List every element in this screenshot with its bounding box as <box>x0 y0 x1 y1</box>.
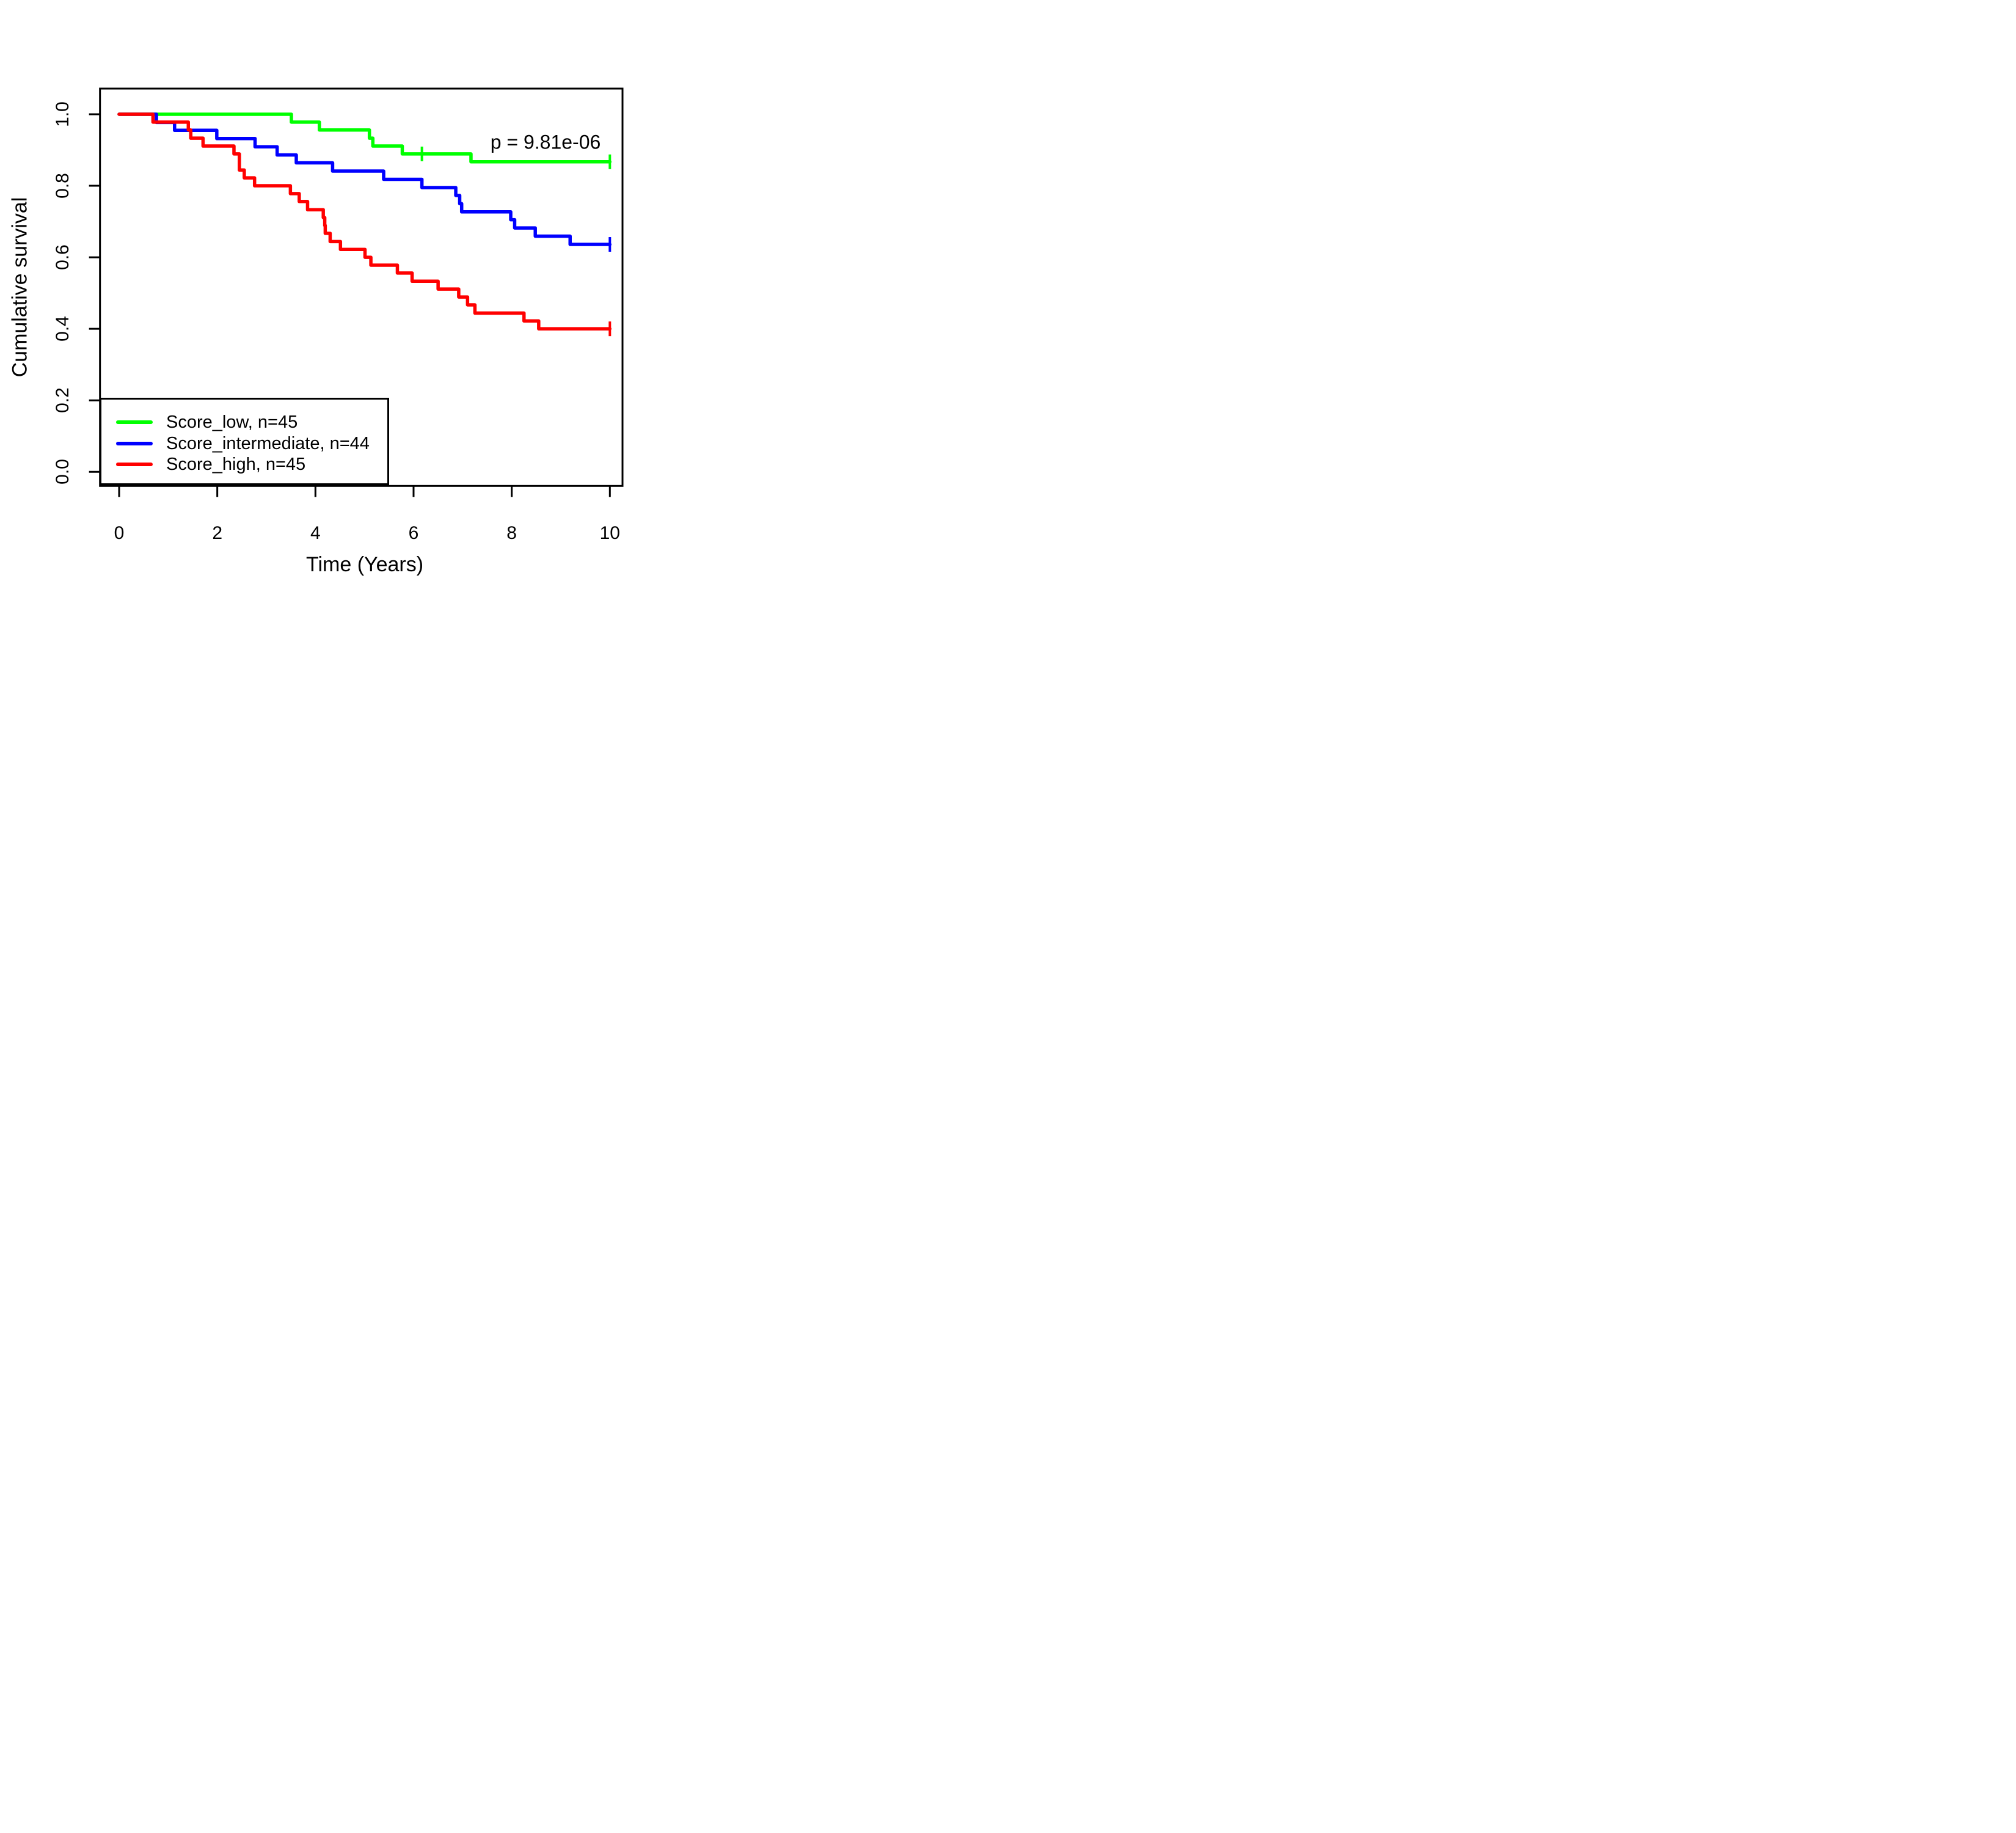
legend-item-score-low: Score_low, n=45 <box>101 411 387 433</box>
legend-box: Score_low, n=45 Score_intermediate, n=44… <box>100 398 389 485</box>
legend-swatch-blue-line <box>116 442 153 445</box>
x-tick-label: 10 <box>599 523 620 543</box>
y-tick-label: 0.2 <box>53 387 73 414</box>
survival-curve-1 <box>117 112 612 246</box>
x-tick-label: 4 <box>310 523 321 543</box>
y-tick-label: 0.4 <box>53 316 73 342</box>
legend-label: Score_low, n=45 <box>166 412 298 432</box>
survival-curve-2 <box>117 112 612 331</box>
km-plot-figure: Cumulative survival Time (Years) p = 9.8… <box>0 0 672 611</box>
x-tick-label: 6 <box>408 523 419 543</box>
survival-curves-canvas <box>89 87 624 497</box>
legend-label: Score_high, n=45 <box>166 455 306 474</box>
x-tick-label: 0 <box>114 523 125 543</box>
legend-swatch-red-line <box>116 463 153 466</box>
y-tick-label: 0.6 <box>53 244 73 270</box>
x-tick-label: 8 <box>506 523 517 543</box>
y-tick-label: 0.8 <box>53 173 73 199</box>
legend-label: Score_intermediate, n=44 <box>166 434 370 453</box>
p-value-annotation: p = 9.81e-06 <box>490 131 601 153</box>
x-tick-label: 2 <box>212 523 222 543</box>
legend-swatch-green-line <box>116 420 153 424</box>
y-tick-label: 1.0 <box>53 101 73 127</box>
survival-curve-0 <box>117 112 612 164</box>
plot-border <box>99 87 624 487</box>
x-axis-title: Time (Years) <box>305 553 424 576</box>
legend-item-score-high: Score_high, n=45 <box>101 453 387 475</box>
y-axis-title: Cumulative survival <box>8 197 32 378</box>
legend-item-score-intermediate: Score_intermediate, n=44 <box>101 433 387 455</box>
y-tick-label: 0.0 <box>53 459 73 485</box>
